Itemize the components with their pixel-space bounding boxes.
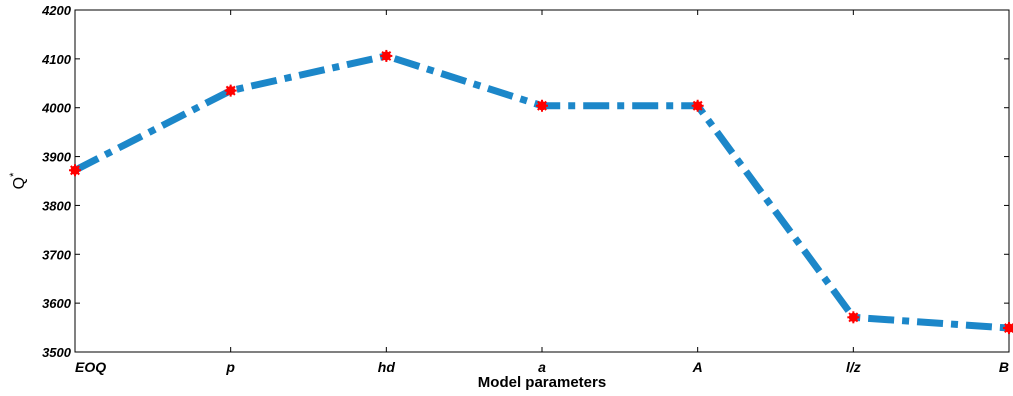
y-tick-label: 3800 xyxy=(42,198,72,213)
data-point-marker xyxy=(847,311,860,324)
x-tick-label: B xyxy=(999,359,1009,375)
y-tick-label: 3500 xyxy=(42,345,72,360)
data-point-marker xyxy=(691,99,704,112)
data-point-marker xyxy=(536,99,548,112)
y-tick-label: 3600 xyxy=(42,296,72,311)
x-tick-label: EOQ xyxy=(75,359,106,375)
y-tick-label: 4000 xyxy=(41,101,72,116)
data-point-marker xyxy=(69,164,81,177)
x-tick-label: A xyxy=(692,359,703,375)
y-tick-label: 4100 xyxy=(41,52,72,67)
data-point-marker xyxy=(224,84,237,97)
y-axis-title: Q* xyxy=(8,172,28,189)
y-axis-title-sup: * xyxy=(8,172,20,177)
y-tick-label: 3900 xyxy=(42,150,72,165)
x-tick-label: l/z xyxy=(846,359,861,375)
y-tick-label: 3700 xyxy=(42,247,72,262)
x-axis-title: Model parameters xyxy=(478,374,606,391)
svg-text:Q*: Q* xyxy=(8,172,28,189)
x-tick-label: p xyxy=(225,359,235,375)
data-point-marker xyxy=(380,49,393,62)
y-axis: 3500 3600 3700 3800 3900 4000 4100 4200 xyxy=(41,3,1009,360)
series-group xyxy=(69,49,1013,335)
x-tick-label: hd xyxy=(378,359,396,375)
x-tick-label: a xyxy=(538,359,546,375)
data-point-marker xyxy=(1003,322,1013,335)
plot-area xyxy=(74,9,1010,353)
y-axis-title-base: Q xyxy=(11,177,28,189)
y-tick-label: 4200 xyxy=(41,3,72,18)
